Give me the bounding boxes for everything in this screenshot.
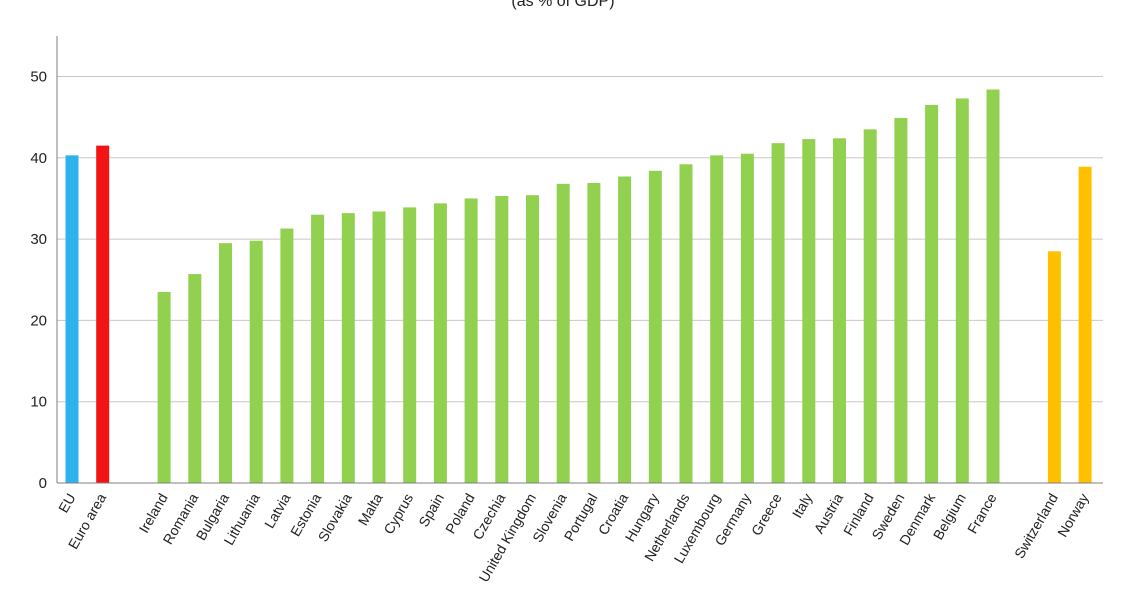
x-tick-label: France [964,490,1000,536]
bar-spain [433,203,447,483]
y-tick-label: 50 [30,69,47,86]
bar-estonia [311,214,325,483]
gridlines [57,76,1103,403]
bars [65,89,1092,484]
x-tick-label: Malta [355,490,386,528]
bar-sweden [894,117,908,483]
bar-poland [464,198,478,483]
bar-germany [740,153,754,484]
bar-eu [65,155,79,483]
bar-denmark [925,104,939,483]
bar-italy [802,139,816,483]
y-tick-label: 0 [39,475,47,492]
y-tick-label: 10 [30,394,47,411]
bar-netherlands [679,164,693,483]
x-tick-label: Spain [415,491,447,530]
bar-czechia [495,196,509,484]
bar-romania [188,274,202,483]
bar-latvia [280,228,294,483]
bar-malta [372,211,386,483]
x-tick-label: Cyprus [380,491,416,537]
bar-slovakia [341,213,355,484]
bar-united-kingdom [526,195,539,483]
y-tick-label: 30 [30,231,47,248]
y-tick-label: 40 [30,150,47,167]
x-tick-label: Italy [789,491,816,521]
axes [56,36,1103,484]
bar-luxembourg [710,155,724,483]
bar-cyprus [403,207,417,483]
bar-austria [833,138,846,483]
y-axis-tick-labels: 0 10 20 30 40 50 [30,69,47,493]
x-tick-label: Latvia [261,490,294,531]
bar-greece [771,143,785,483]
y-tick-label: 20 [30,312,47,329]
bar-ireland [157,291,171,483]
bar-bulgaria [219,243,232,483]
bar-hungary [648,170,662,484]
x-tick-label: Greece [748,490,785,538]
bar-norway [1078,166,1092,484]
bar-switzerland [1047,251,1061,483]
bar-euro-area [96,145,110,484]
bar-lithuania [249,240,263,483]
bar-finland [863,129,877,483]
chart-subtitle: (as % of GDP) [511,0,614,10]
bar-belgium [955,98,969,484]
bar-portugal [587,183,601,484]
x-tick-label: EU [55,491,79,516]
bar-slovenia [556,183,570,484]
bar-croatia [618,176,632,483]
x-tick-label: Switzerland [1011,491,1061,562]
bar-france [986,89,1000,484]
